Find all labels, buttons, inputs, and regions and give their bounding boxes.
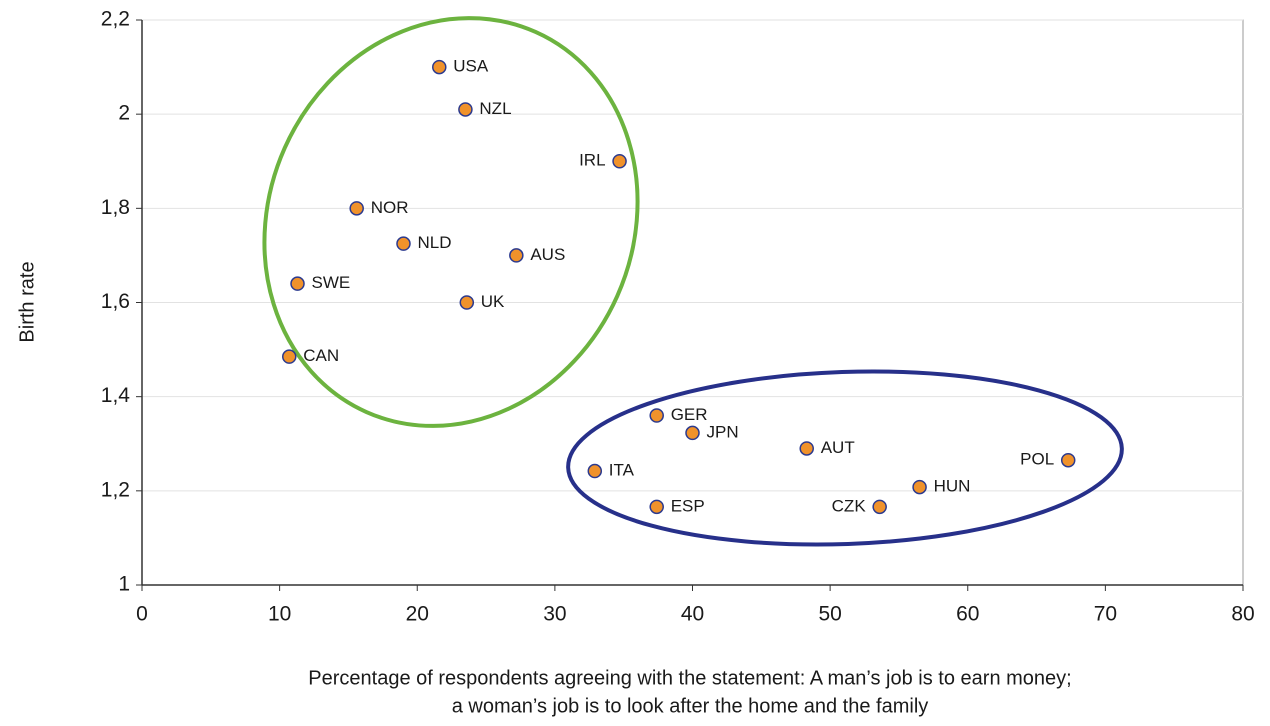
y-tick-label: 2 xyxy=(118,102,130,125)
point xyxy=(799,441,814,456)
point xyxy=(509,248,524,263)
y-tick-label: 1,6 xyxy=(101,290,130,313)
point xyxy=(872,499,887,515)
y-tick-label: 1,4 xyxy=(101,384,131,407)
point-label: POL xyxy=(1020,450,1054,469)
x-tick-label: 10 xyxy=(268,603,291,626)
y-tick-label: 1 xyxy=(118,573,130,596)
point xyxy=(649,408,664,423)
point xyxy=(349,201,364,216)
point xyxy=(458,102,473,117)
point-label: HUN xyxy=(934,477,971,496)
x-tick-label: 80 xyxy=(1231,603,1254,626)
point-label: NOR xyxy=(371,198,409,217)
point xyxy=(685,425,700,441)
point xyxy=(912,479,927,495)
y-tick-label: 1,8 xyxy=(101,196,130,219)
point-label: ESP xyxy=(671,496,705,515)
point-label: ITA xyxy=(609,461,635,480)
cluster-ellipse-blue xyxy=(566,369,1124,547)
x-tick-label: 30 xyxy=(543,603,566,626)
point-label: CZK xyxy=(832,496,867,515)
point xyxy=(587,463,603,479)
point xyxy=(290,276,305,291)
point-label: JPN xyxy=(707,422,739,441)
point xyxy=(612,154,627,169)
cluster-ellipse-green xyxy=(262,16,640,428)
x-tick-label: 0 xyxy=(136,603,148,626)
point xyxy=(1060,452,1076,468)
point-label: UK xyxy=(481,292,505,311)
point-label: NLD xyxy=(417,233,451,252)
x-axis-label: a woman’s job is to look after the home … xyxy=(452,695,929,717)
x-axis-label: Percentage of respondents agreeing with … xyxy=(308,667,1071,689)
point xyxy=(396,236,411,251)
point xyxy=(649,499,664,515)
point xyxy=(282,349,297,364)
point-label: USA xyxy=(453,57,489,76)
x-tick-label: 60 xyxy=(956,603,979,626)
y-tick-label: 1,2 xyxy=(101,478,130,501)
point-label: AUT xyxy=(821,438,855,457)
y-tick-label: 2,2 xyxy=(101,8,130,31)
point-label: GER xyxy=(671,405,708,424)
x-tick-label: 40 xyxy=(681,603,704,626)
x-tick-label: 50 xyxy=(818,603,841,626)
point xyxy=(432,59,447,75)
point-label: SWE xyxy=(312,273,351,292)
point-label: NZL xyxy=(479,99,511,118)
x-tick-label: 70 xyxy=(1094,603,1117,626)
point-label: CAN xyxy=(303,346,339,365)
point-label: AUS xyxy=(530,245,565,264)
point xyxy=(459,295,475,310)
point-label: IRL xyxy=(579,151,605,170)
x-tick-label: 20 xyxy=(406,603,429,626)
y-axis-label: Birth rate xyxy=(16,261,38,342)
